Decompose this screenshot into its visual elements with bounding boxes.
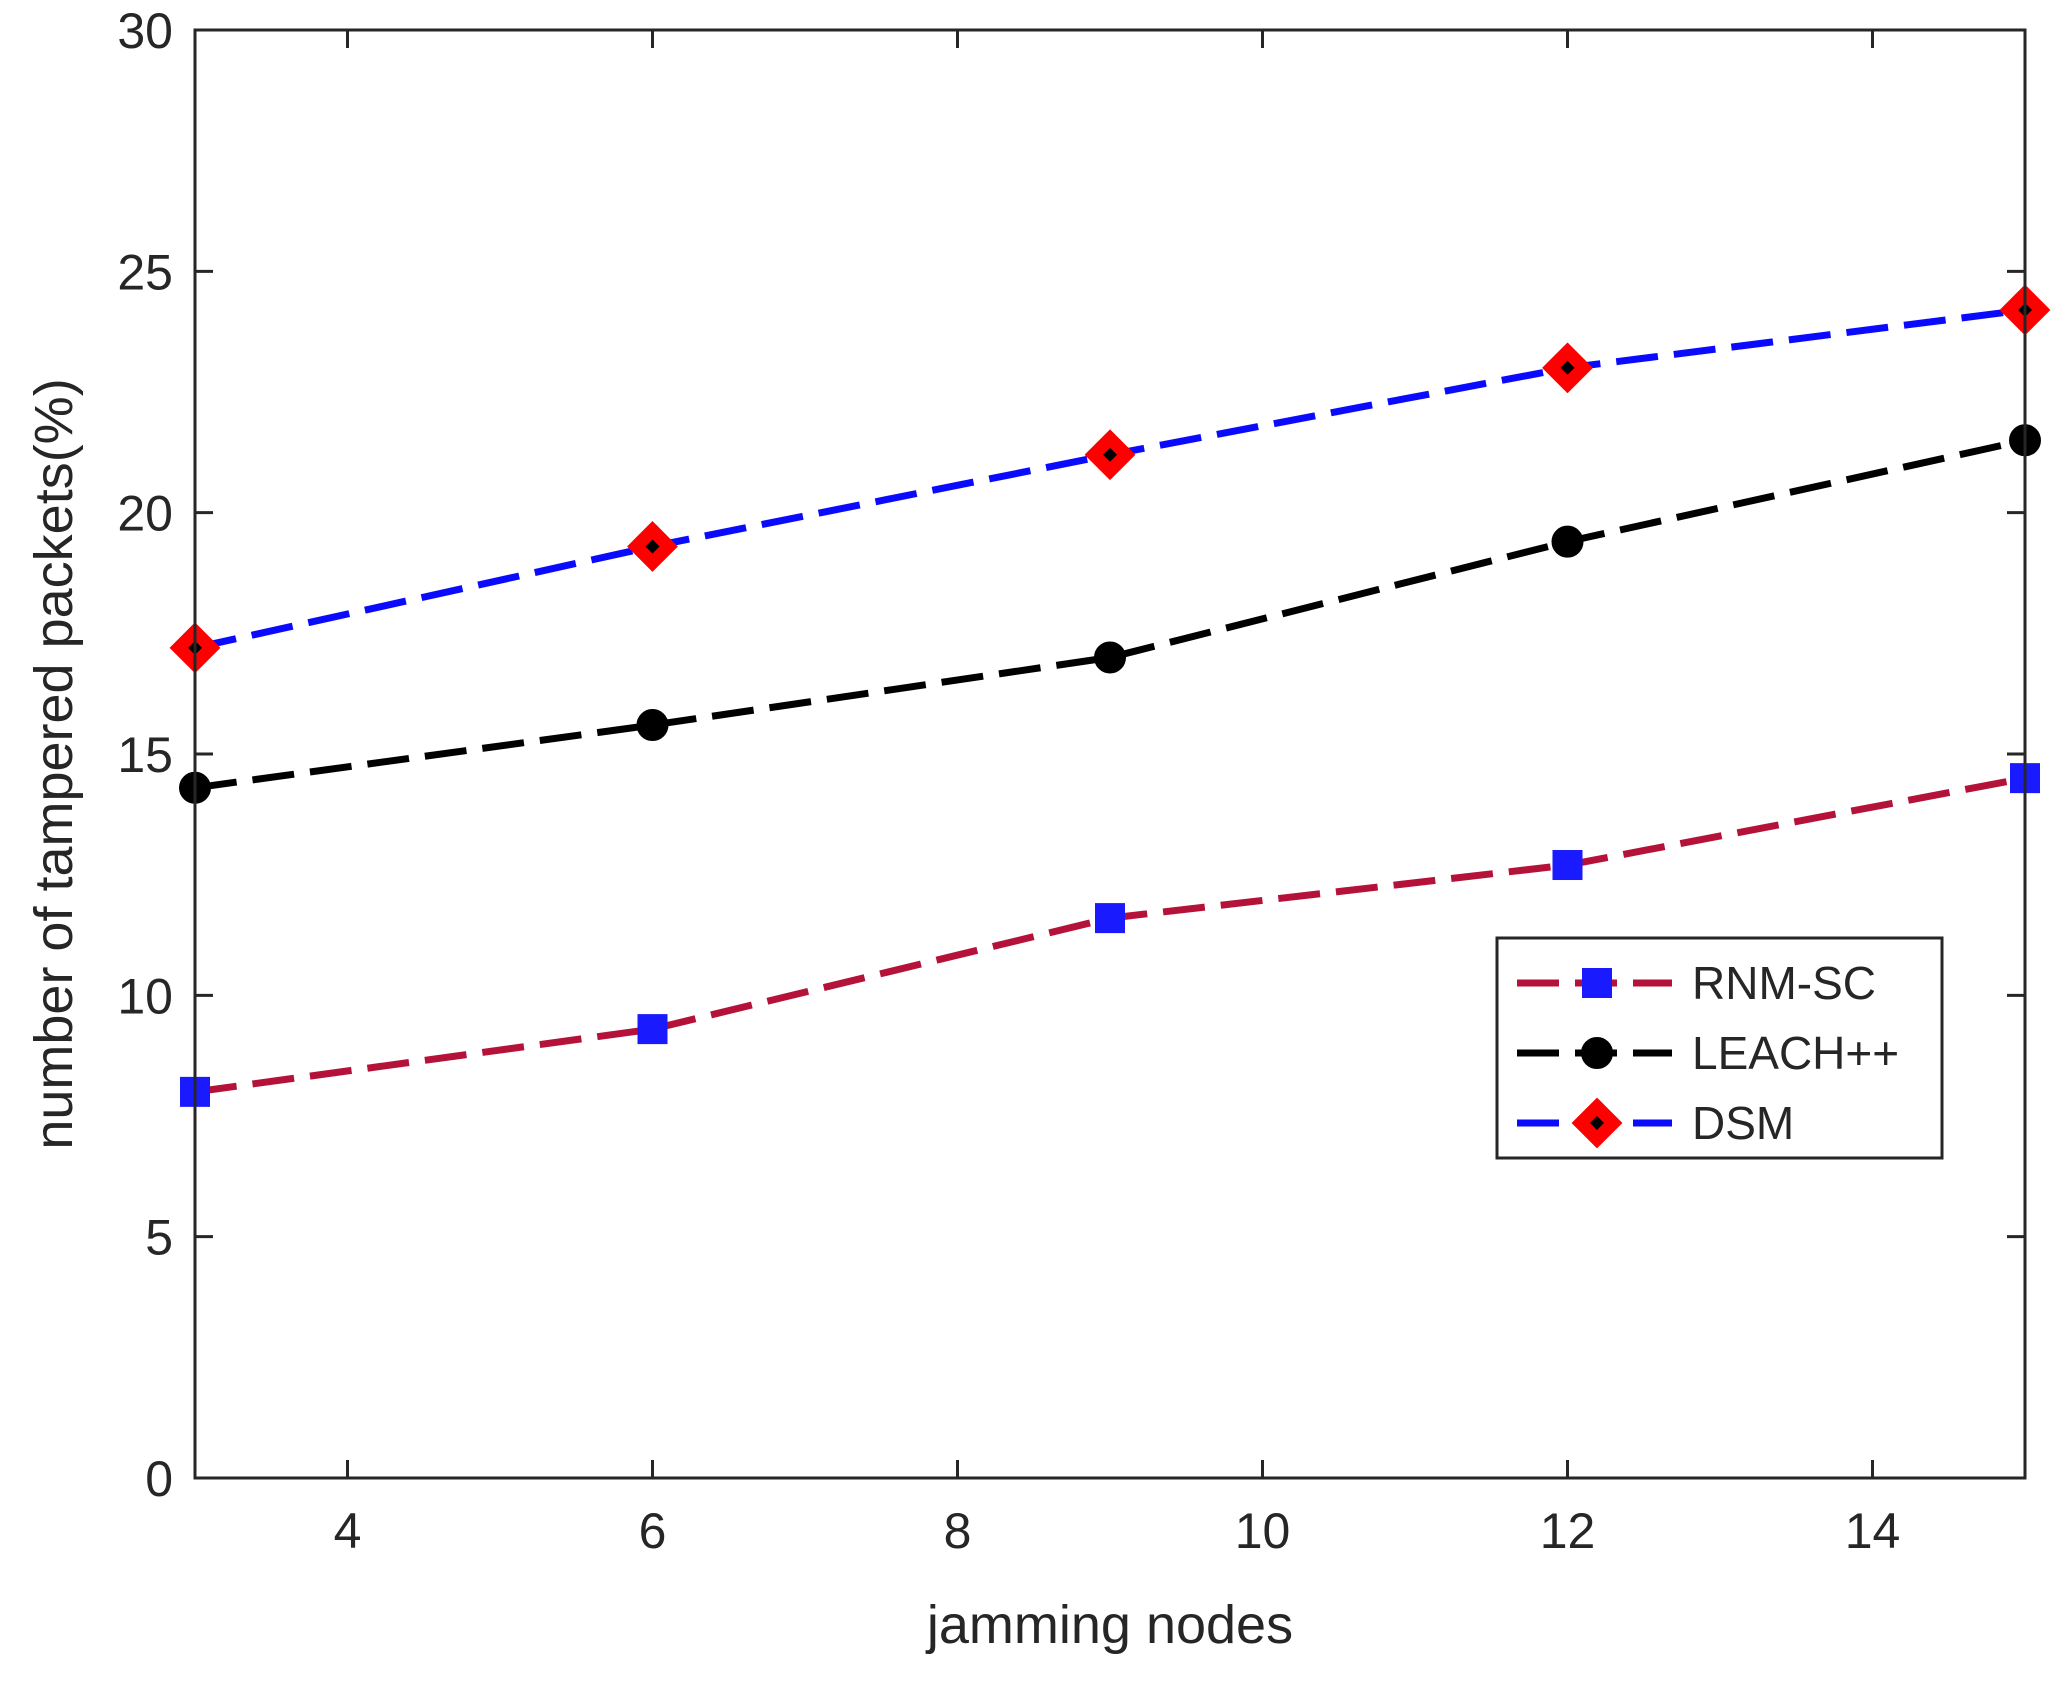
data-point xyxy=(1552,850,1583,881)
legend-label: RNM-SC xyxy=(1692,957,1876,1009)
legend-item: DSM xyxy=(1517,1097,1794,1149)
data-point xyxy=(1084,429,1136,481)
legend-item: LEACH++ xyxy=(1517,1027,1899,1079)
data-point xyxy=(1551,525,1584,558)
legend-label: DSM xyxy=(1692,1097,1794,1149)
data-point xyxy=(637,1014,668,1045)
y-tick-label: 25 xyxy=(117,244,173,300)
legend-marker xyxy=(1571,1097,1623,1149)
x-tick-label: 12 xyxy=(1540,1503,1596,1559)
tick-labels: 4 6 8 10 12 14 0 5 10 15 20 25 30 xyxy=(117,3,1900,1559)
legend-marker xyxy=(1581,1037,1613,1069)
x-tick-label: 8 xyxy=(944,1503,972,1559)
data-point xyxy=(1095,903,1125,934)
y-axis-label: number of tampered packets(%) xyxy=(24,378,84,1149)
legend-label: LEACH++ xyxy=(1692,1027,1899,1079)
x-axis-label: jamming nodes xyxy=(925,1595,1293,1655)
y-tick-label: 10 xyxy=(117,968,173,1024)
y-tick-label: 20 xyxy=(117,486,173,542)
data-point xyxy=(1094,641,1126,674)
data-point xyxy=(1542,342,1593,394)
data-point xyxy=(627,521,678,572)
x-tick-label: 4 xyxy=(334,1503,362,1559)
series-layer xyxy=(169,284,2051,1107)
y-tick-label: 0 xyxy=(145,1451,173,1507)
data-point xyxy=(636,709,669,742)
y-tick-label: 15 xyxy=(117,727,173,783)
y-tick-label: 5 xyxy=(145,1210,173,1266)
legend-item: RNM-SC xyxy=(1517,957,1876,1009)
x-tick-label: 10 xyxy=(1235,1503,1291,1559)
legend: RNM-SC LEACH++ DSM xyxy=(1495,936,1944,1160)
legend-marker xyxy=(1582,968,1612,998)
plot-frame xyxy=(193,28,2027,1480)
legend-box xyxy=(1495,936,1944,1160)
series-line xyxy=(194,436,2026,792)
x-tick-label: 6 xyxy=(639,1503,667,1559)
y-tick-label: 30 xyxy=(117,3,173,59)
x-tick-label: 14 xyxy=(1845,1503,1901,1559)
